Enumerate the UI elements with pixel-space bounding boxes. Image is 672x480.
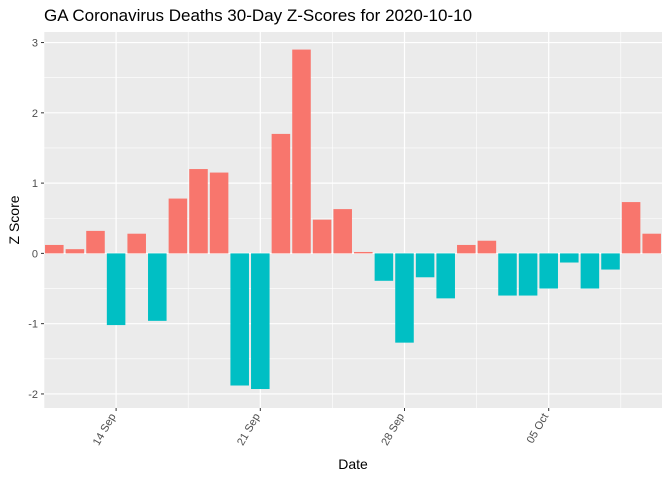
bar [292, 49, 311, 254]
bar [333, 209, 352, 254]
bar [642, 233, 661, 254]
x-axis-title: Date [338, 456, 368, 472]
chart-title: GA Coronavirus Deaths 30-Day Z-Scores fo… [44, 6, 473, 25]
plot-panel [44, 32, 662, 408]
y-tick-label: -2 [28, 389, 38, 401]
bar [45, 244, 64, 254]
y-tick-label: 0 [32, 248, 38, 260]
bar [65, 249, 85, 254]
x-tick-label: 21 Sep [235, 412, 263, 448]
bar [106, 253, 126, 326]
bar [148, 253, 167, 321]
bar [601, 253, 620, 270]
bar [230, 253, 249, 386]
bar [621, 202, 641, 254]
bar [209, 172, 229, 254]
y-tick-label: -1 [28, 319, 38, 331]
bar [539, 253, 558, 289]
bar [354, 251, 373, 254]
bar [415, 253, 435, 278]
bar [189, 169, 208, 254]
bar [127, 233, 146, 254]
y-tick-label: 3 [32, 38, 38, 50]
x-axis: 14 Sep 21 Sep 28 Sep 05 Oct [91, 408, 551, 448]
grid-lines [43, 32, 662, 408]
bar [518, 253, 538, 296]
y-tick-label: 2 [32, 108, 38, 120]
bar [271, 133, 291, 254]
x-tick-label: 05 Oct [525, 412, 552, 446]
bar [498, 253, 517, 296]
bar [374, 253, 394, 281]
bar [580, 253, 600, 289]
bar [312, 219, 332, 254]
bar [477, 240, 497, 254]
y-axis-title: Z Score [6, 195, 22, 244]
bar [436, 253, 455, 299]
y-axis: -2 -1 0 1 2 3 [28, 38, 44, 401]
bar [560, 253, 579, 263]
bar [251, 253, 270, 390]
bar [395, 253, 414, 343]
x-tick-label: 14 Sep [91, 412, 119, 448]
x-tick-label: 28 Sep [379, 412, 407, 448]
bars [45, 49, 661, 390]
bar [457, 244, 476, 254]
bar [168, 198, 188, 254]
bar [86, 230, 105, 254]
y-tick-label: 1 [32, 178, 38, 190]
